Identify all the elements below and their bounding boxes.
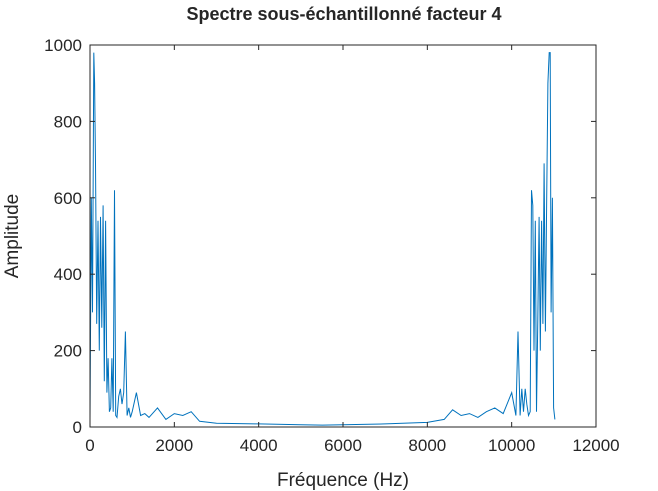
x-tick-label-4: 8000 <box>408 436 446 455</box>
y-tick-label-4: 800 <box>54 112 82 131</box>
y-tick-label-5: 1000 <box>44 36 82 55</box>
x-tick-label-1: 2000 <box>155 436 193 455</box>
x-tick-label-6: 12000 <box>572 436 619 455</box>
plot-area: 0 2000 4000 6000 8000 10000 12000 0 200 400 600 800… <box>44 36 619 455</box>
y-tick-label-2: 400 <box>54 265 82 284</box>
x-tick-label-3: 6000 <box>324 436 362 455</box>
ticks-layer: 0 2000 4000 6000 8000 10000 12000 0 200 400 600 800… <box>44 36 619 455</box>
y-axis-label: Amplitude <box>2 194 23 279</box>
y-tick-label-3: 600 <box>54 189 82 208</box>
x-tick-label-0: 0 <box>85 436 94 455</box>
x-axis-label: Fréquence (Hz) <box>277 470 409 491</box>
x-tick-label-2: 4000 <box>240 436 278 455</box>
chart-title: Spectre sous-échantillonné facteur 4 <box>186 4 501 24</box>
y-tick-label-1: 200 <box>54 342 82 361</box>
y-tick-label-0: 0 <box>73 418 82 437</box>
x-tick-label-5: 10000 <box>488 436 535 455</box>
plot-background <box>90 45 596 427</box>
